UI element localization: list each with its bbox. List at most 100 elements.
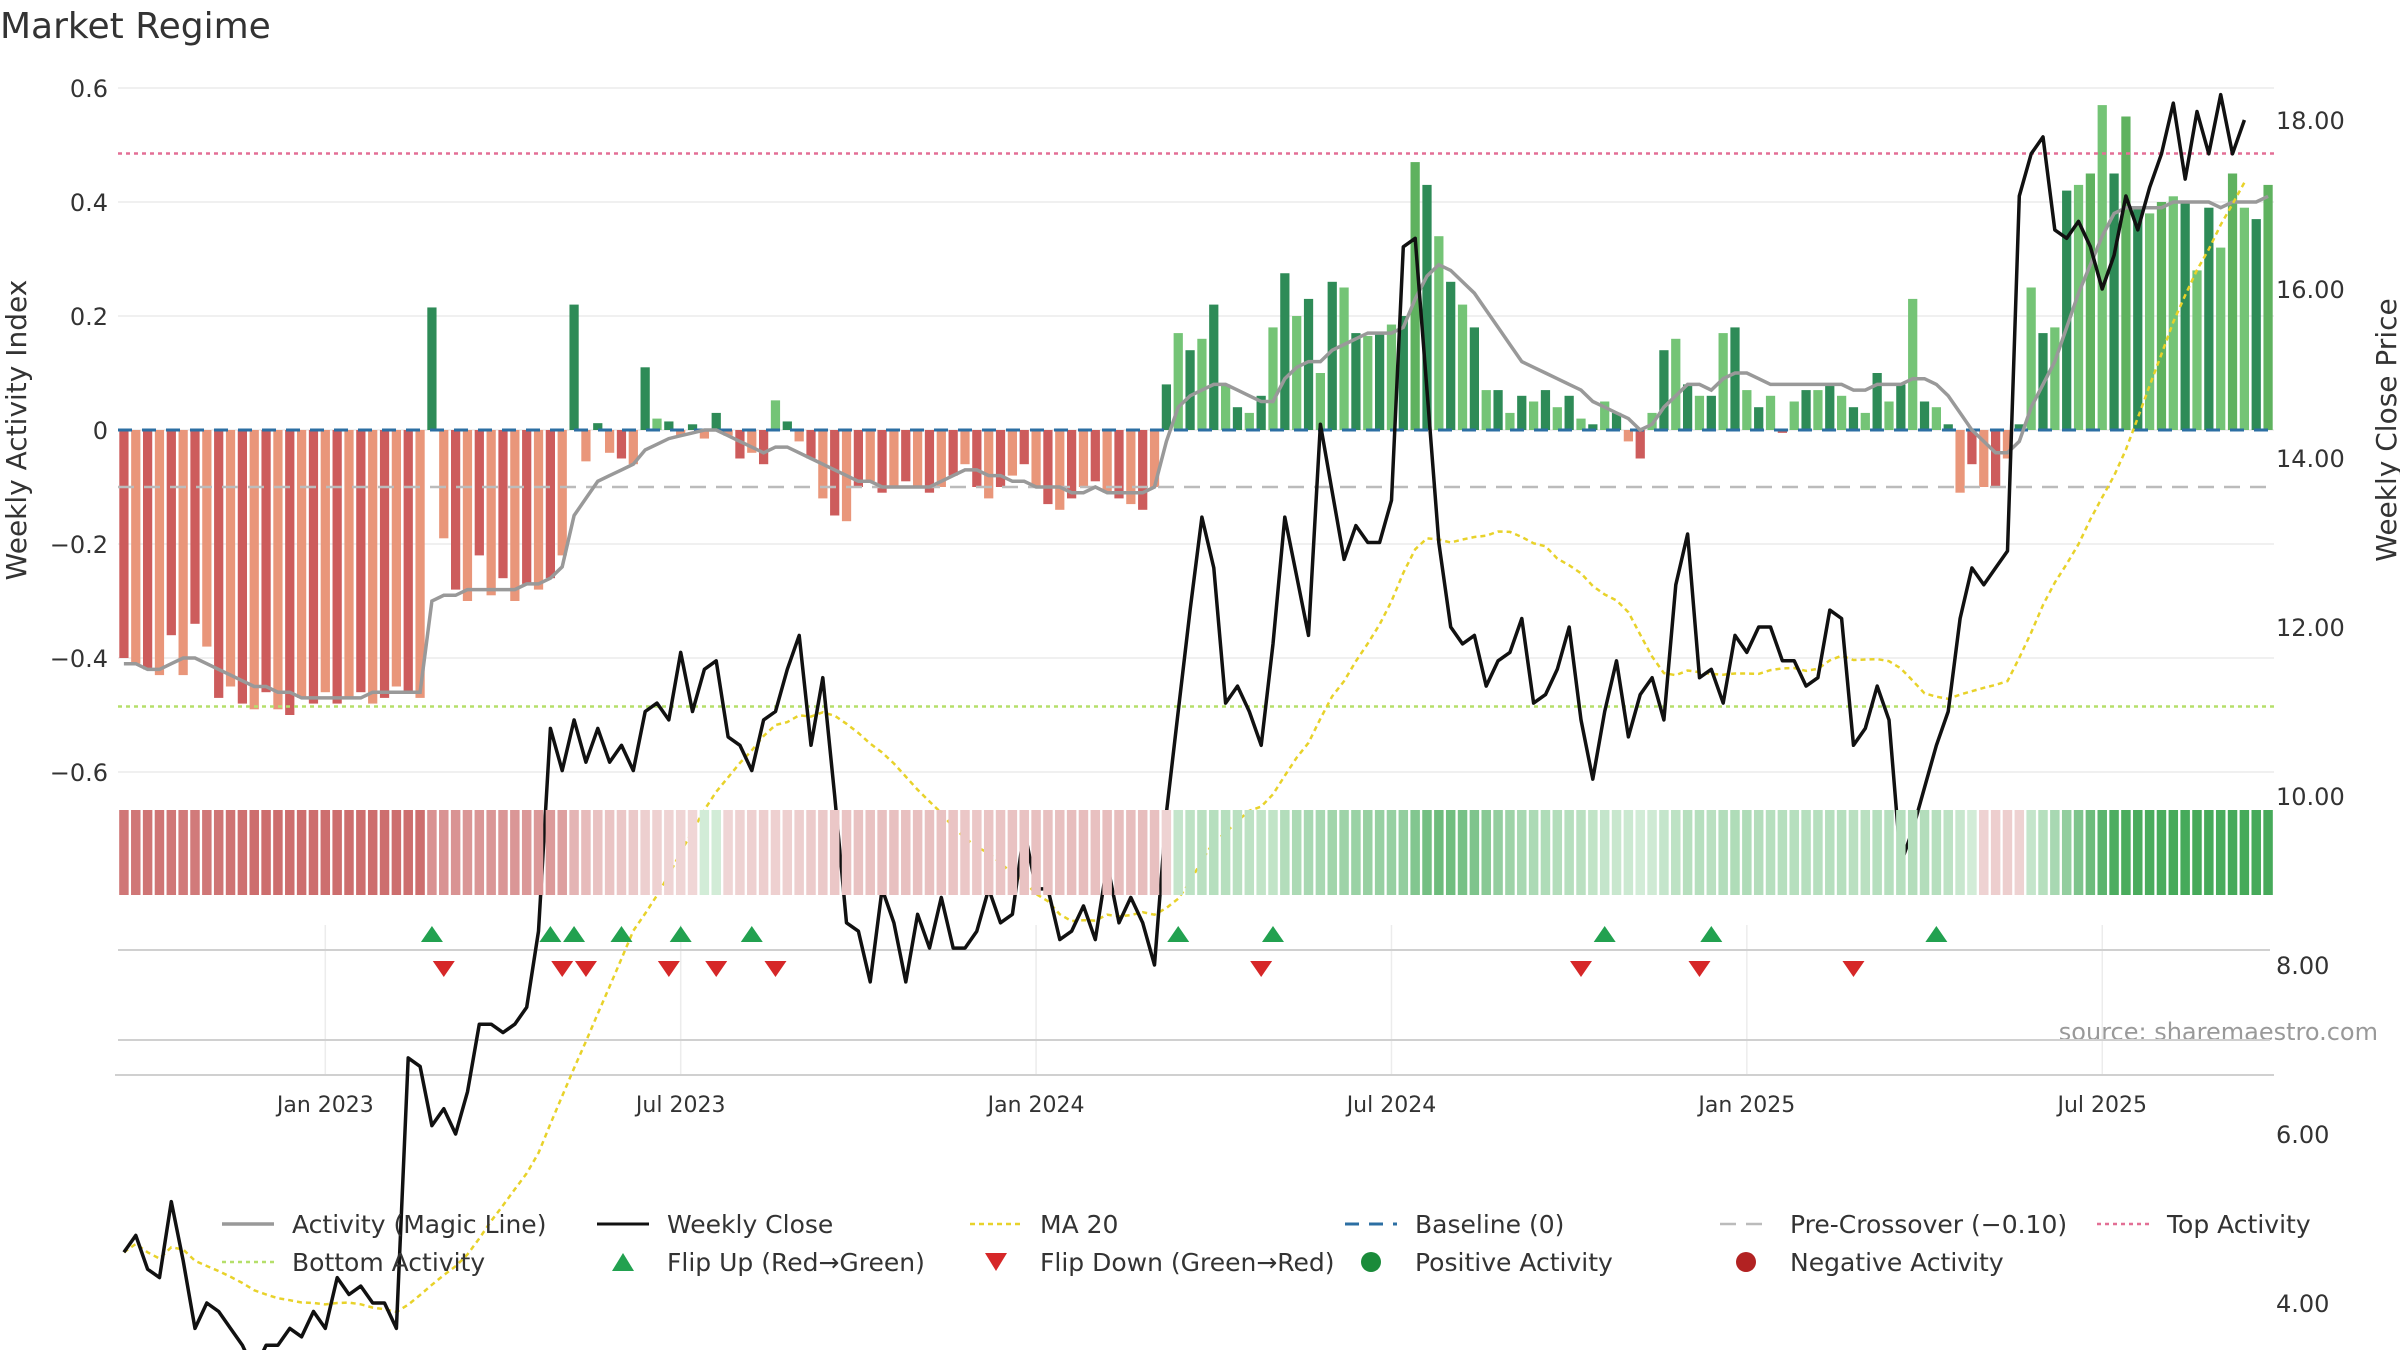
regime-cell	[818, 810, 828, 895]
reference-lines	[118, 152, 2274, 708]
flip-down-marker	[1688, 961, 1711, 977]
activity-bar	[1682, 384, 1693, 430]
regime-cell	[1671, 810, 1681, 895]
regime-cell	[782, 810, 793, 895]
activity-bar	[604, 430, 615, 453]
flip-down-marker	[551, 961, 574, 977]
regime-cell	[510, 810, 520, 895]
activity-bar	[533, 430, 544, 590]
activity-bar	[545, 430, 556, 579]
activity-bar	[1197, 338, 1207, 430]
activity-bar	[1256, 395, 1266, 430]
regime-cell	[2073, 810, 2084, 895]
activity-bar	[190, 430, 200, 624]
regime-cell	[1126, 810, 1136, 895]
x-tick-label: Jan 2023	[275, 1093, 374, 1118]
regime-cell	[758, 810, 769, 895]
activity-bar	[2204, 207, 2214, 430]
activity-bar	[1457, 304, 1468, 430]
flip-down-marker	[657, 961, 680, 977]
activity-bar	[2156, 202, 2167, 430]
regime-cell	[1161, 810, 1172, 895]
regime-cell	[391, 810, 402, 895]
activity-bar	[924, 430, 935, 493]
flip-up-marker	[1262, 926, 1284, 942]
legend-label: MA 20	[1040, 1210, 1118, 1239]
regime-cell	[1789, 810, 1799, 895]
activity-bar	[1398, 316, 1408, 430]
activity-bar	[640, 367, 650, 430]
regime-cell	[912, 810, 923, 895]
flip-down-marker	[1250, 961, 1273, 977]
activity-bar	[1825, 384, 1835, 430]
regime-cell	[1280, 810, 1290, 895]
x-tick-label: Jul 2023	[634, 1093, 726, 1118]
regime-cell	[332, 810, 342, 895]
regime-cell	[486, 810, 496, 895]
activity-bar	[1351, 333, 1361, 430]
legend-swatch-dot	[1361, 1252, 1381, 1272]
regime-cell	[1445, 810, 1456, 895]
activity-bar	[1706, 395, 1716, 430]
regime-cell	[1907, 810, 1918, 895]
activity-bar	[166, 430, 176, 636]
activity-bar	[1481, 390, 1491, 430]
activity-bar	[154, 430, 165, 676]
activity-bar	[1576, 418, 1586, 430]
regime-cell	[2133, 810, 2143, 895]
activity-bar	[1043, 430, 1053, 505]
activity-bar	[261, 430, 271, 693]
flip-down-marker	[1570, 961, 1592, 977]
activity-bar	[1138, 430, 1148, 510]
regime-cell	[1718, 810, 1728, 895]
regime-cell	[1422, 810, 1432, 895]
regime-cell	[190, 810, 200, 895]
regime-cell	[2180, 810, 2190, 895]
regime-cell	[2251, 810, 2261, 895]
activity-bar	[1244, 412, 1254, 430]
activity-bar	[2180, 202, 2190, 430]
activity-bar	[830, 430, 840, 516]
right-tick-label: 16.00	[2276, 276, 2345, 304]
activity-bar	[202, 430, 212, 647]
regime-cell	[1635, 810, 1645, 895]
legend-item-top: Top Activity	[2097, 1210, 2311, 1239]
activity-bar	[237, 430, 248, 704]
activity-bar	[1114, 430, 1124, 499]
regime-cell	[557, 810, 567, 895]
regime-cell	[652, 810, 662, 895]
x-tick-label: Jan 2024	[986, 1093, 1085, 1118]
activity-bar	[2263, 184, 2273, 430]
x-tick-label: Jan 2025	[1696, 1093, 1795, 1118]
activity-bar	[2073, 184, 2084, 430]
regime-cell	[1019, 810, 1029, 895]
flip-down-marker	[705, 961, 728, 977]
activity-bar	[972, 430, 982, 487]
activity-bar	[2050, 327, 2060, 430]
activity-bar	[1374, 333, 1385, 430]
regime-cell	[1481, 810, 1491, 895]
regime-cell	[1505, 810, 1515, 895]
ma20-line	[123, 181, 2246, 1314]
regime-cell	[427, 810, 437, 895]
activity-bar	[699, 430, 710, 439]
right-axis-label: Weekly Close Price	[2370, 298, 2400, 561]
activity-bar	[1718, 333, 1728, 430]
regime-cell	[356, 810, 366, 895]
activity-bar	[1493, 390, 1503, 430]
regime-cell	[1493, 810, 1503, 895]
regime-cell	[1611, 810, 1622, 895]
regime-cell	[1457, 810, 1468, 895]
regime-cell	[604, 810, 615, 895]
legend-label: Flip Up (Red→Green)	[667, 1248, 925, 1277]
regime-cell	[225, 810, 236, 895]
activity-bar	[1446, 281, 1456, 430]
regime-cell	[1765, 810, 1776, 895]
x-tick-label: Jul 2024	[1345, 1093, 1437, 1118]
activity-bar	[403, 430, 413, 693]
activity-bar	[1090, 430, 1100, 482]
regime-cell	[1339, 810, 1349, 895]
regime-cell	[439, 810, 449, 895]
legend-item-baseline: Baseline (0)	[1345, 1210, 1564, 1239]
regime-cell	[2038, 810, 2048, 895]
